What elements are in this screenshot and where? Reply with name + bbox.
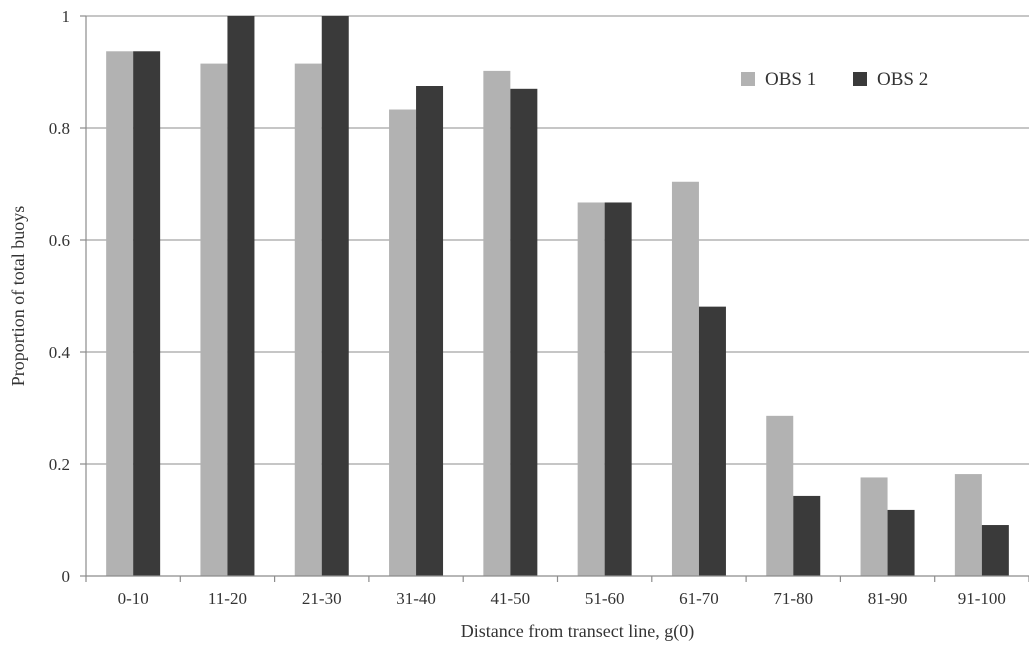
x-tick-label: 41-50 xyxy=(491,589,531,608)
bar-obs-2 xyxy=(510,88,538,577)
bar-obs-1 xyxy=(766,415,794,576)
bar-obs-2 xyxy=(604,202,632,577)
bar-obs-1 xyxy=(577,202,605,577)
x-tick-labels: 0-10 11-20 21-30 31-40 41-50 51-60 61-70 71-80 8… xyxy=(118,589,1006,608)
bar-obs-2 xyxy=(887,509,915,576)
y-tick-label: 0.8 xyxy=(49,119,70,138)
x-tick-label: 71-80 xyxy=(773,589,813,608)
bar-obs-1 xyxy=(106,51,134,576)
legend-swatch xyxy=(853,72,867,86)
bar-obs-1 xyxy=(860,477,888,576)
bar-obs-2 xyxy=(698,306,726,576)
bar-obs-1 xyxy=(200,63,228,577)
x-tick-label: 61-70 xyxy=(679,589,719,608)
bars xyxy=(106,16,1009,577)
bar-obs-2 xyxy=(416,86,444,576)
x-tick-label: 91-100 xyxy=(958,589,1006,608)
bar-obs-2 xyxy=(793,495,821,576)
y-tick-labels: 0 0.2 0.4 0.6 0.8 1 xyxy=(49,7,71,586)
bar-obs-2 xyxy=(981,525,1009,576)
bar-obs-1 xyxy=(389,109,417,577)
bar-obs-2 xyxy=(321,16,349,576)
legend-label: OBS 1 xyxy=(765,69,816,90)
x-tick-label: 81-90 xyxy=(868,589,908,608)
bar-obs-2 xyxy=(227,16,255,576)
y-tick-label: 1 xyxy=(62,7,71,26)
x-tick-label: 0-10 xyxy=(118,589,149,608)
bar-obs-1 xyxy=(671,181,699,576)
y-tick-label: 0.2 xyxy=(49,455,70,474)
x-tick-label: 31-40 xyxy=(396,589,436,608)
y-tick-label: 0 xyxy=(62,567,71,586)
x-axis-title: Distance from transect line, g(0) xyxy=(461,621,694,642)
bar-obs-2 xyxy=(133,51,161,576)
axes xyxy=(80,15,1029,582)
y-axis-title: Proportion of total buoys xyxy=(8,206,28,387)
bar-obs-1 xyxy=(483,70,511,576)
bar-obs-1 xyxy=(954,474,982,576)
legend-swatch xyxy=(741,72,755,86)
legend: OBS 1 OBS 2 xyxy=(741,69,928,90)
x-tick-label: 21-30 xyxy=(302,589,342,608)
y-tick-label: 0.4 xyxy=(49,343,71,362)
legend-label: OBS 2 xyxy=(877,69,928,90)
bar-obs-1 xyxy=(294,63,322,577)
x-tick-label: 11-20 xyxy=(208,589,247,608)
y-tick-label: 0.6 xyxy=(49,231,70,250)
x-tick-label: 51-60 xyxy=(585,589,625,608)
